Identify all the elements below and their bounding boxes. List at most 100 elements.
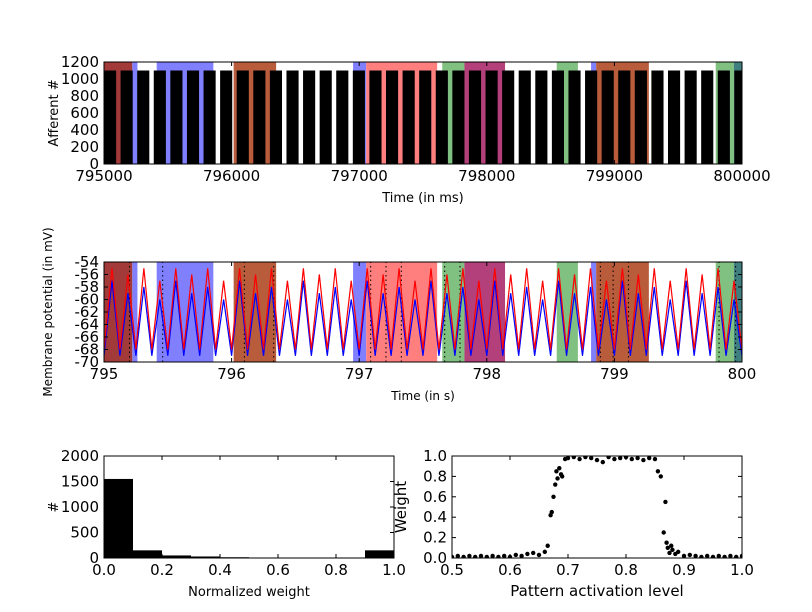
scatter-point bbox=[641, 457, 646, 463]
spike-burst bbox=[236, 70, 249, 164]
scatter-point bbox=[594, 457, 600, 463]
x-tick-label: 1.0 bbox=[730, 561, 754, 579]
potential-trace bbox=[104, 268, 742, 350]
y-tick-label: -62 bbox=[75, 303, 100, 321]
spike-burst bbox=[452, 70, 465, 164]
axes-frame bbox=[451, 455, 743, 559]
x-tick-label: 800000 bbox=[713, 167, 770, 185]
scatter-point bbox=[549, 509, 554, 515]
x-tick-label: 0.2 bbox=[150, 561, 174, 579]
scatter-point bbox=[554, 469, 559, 474]
y-tick-label: 600 bbox=[70, 104, 99, 122]
scatter-point bbox=[478, 553, 484, 558]
y-tick-label: 0.2 bbox=[423, 529, 447, 547]
y-tick-label: 1000 bbox=[61, 70, 99, 88]
spike-burst bbox=[651, 70, 664, 164]
x-tick-label: 798000 bbox=[458, 167, 515, 185]
scatter-point bbox=[473, 554, 478, 558]
y-tick-label: -68 bbox=[75, 341, 100, 359]
y-tick-label: 0 bbox=[89, 155, 99, 173]
x-tick-label: 798 bbox=[472, 365, 501, 383]
y-tick-label: 0 bbox=[89, 549, 99, 567]
spike-burst bbox=[369, 70, 382, 164]
scatter-point bbox=[519, 553, 524, 558]
scatter-point bbox=[557, 466, 562, 471]
x-tick-label: 797000 bbox=[331, 167, 388, 185]
scatter-point bbox=[496, 554, 501, 558]
scatter-point bbox=[667, 550, 672, 556]
x-axis-label: Time (in s) bbox=[390, 389, 455, 403]
y-tick-label: 1500 bbox=[61, 473, 99, 491]
spike-burst bbox=[253, 70, 266, 164]
x-tick-label: 799 bbox=[600, 365, 629, 383]
scatter-point bbox=[687, 552, 692, 558]
y-tick-label: -64 bbox=[75, 316, 100, 334]
x-tick-label: 0.9 bbox=[672, 561, 696, 579]
y-axis-label: Membrane potential (in mV) bbox=[41, 227, 55, 396]
scatter-point bbox=[600, 459, 605, 465]
spike-burst bbox=[485, 70, 498, 164]
spike-burst bbox=[220, 70, 233, 164]
x-tick-label: 0.7 bbox=[556, 561, 580, 579]
y-tick-label: 0.0 bbox=[423, 549, 447, 567]
scatter-point bbox=[661, 530, 666, 535]
x-tick-label: 795000 bbox=[75, 167, 132, 185]
spike-burst bbox=[385, 70, 399, 164]
spike-burst bbox=[319, 70, 332, 164]
scatter-point bbox=[577, 456, 582, 462]
scatter-point bbox=[553, 482, 558, 487]
scatter-point bbox=[513, 552, 518, 558]
scatter-point bbox=[663, 499, 668, 505]
scatter-point bbox=[658, 474, 663, 479]
pattern-band bbox=[132, 62, 138, 164]
hist-bar bbox=[365, 550, 394, 558]
scatter-point bbox=[461, 554, 466, 558]
spike-burst bbox=[286, 70, 299, 164]
scatter-point bbox=[606, 456, 611, 460]
spike-burst bbox=[352, 70, 365, 164]
spike-burst bbox=[618, 70, 631, 164]
scatter-point bbox=[710, 554, 716, 558]
scatter-point bbox=[705, 553, 710, 558]
spike-burst bbox=[153, 70, 166, 164]
scatter-point bbox=[502, 553, 507, 558]
scatter-point bbox=[545, 543, 550, 548]
scatter-point bbox=[676, 549, 681, 555]
x-tick-label: 795 bbox=[90, 365, 119, 383]
scatter-point bbox=[536, 552, 542, 558]
spike-burst bbox=[402, 70, 415, 164]
spike-burst bbox=[502, 70, 515, 164]
spike-burst bbox=[203, 70, 216, 164]
y-tick-label: -58 bbox=[75, 278, 100, 296]
spike-burst bbox=[468, 70, 482, 164]
spike-burst bbox=[336, 70, 349, 164]
spike-burst bbox=[701, 70, 714, 164]
scatter-point bbox=[629, 456, 634, 462]
y-tick-label: 200 bbox=[70, 138, 99, 156]
hist-bar bbox=[191, 556, 220, 558]
x-tick-label: 796 bbox=[217, 365, 246, 383]
y-tick-label: 0.6 bbox=[423, 488, 447, 506]
scatter-point bbox=[555, 476, 560, 481]
scatter-point bbox=[665, 545, 670, 550]
x-tick-label: 0.8 bbox=[614, 561, 638, 579]
y-axis-label: Afferent # bbox=[47, 79, 62, 146]
spike-burst bbox=[170, 70, 183, 164]
spike-burst bbox=[568, 70, 581, 164]
y-tick-label: -60 bbox=[75, 291, 100, 309]
scatter-point bbox=[722, 554, 727, 558]
scatter-point bbox=[452, 554, 455, 558]
scatter-point bbox=[716, 553, 721, 558]
x-axis-label: Normalized weight bbox=[188, 585, 310, 600]
spike-burst bbox=[104, 70, 117, 164]
y-tick-label: 400 bbox=[70, 121, 99, 139]
scatter-point bbox=[542, 549, 547, 555]
y-tick-label: 1000 bbox=[61, 498, 99, 516]
x-tick-label: 0.5 bbox=[440, 561, 464, 579]
y-tick-label: 0.8 bbox=[423, 467, 447, 485]
spike-burst bbox=[667, 70, 681, 164]
y-tick-label: -54 bbox=[75, 253, 100, 271]
x-tick-label: 797 bbox=[345, 365, 374, 383]
scatter-point bbox=[525, 551, 530, 557]
